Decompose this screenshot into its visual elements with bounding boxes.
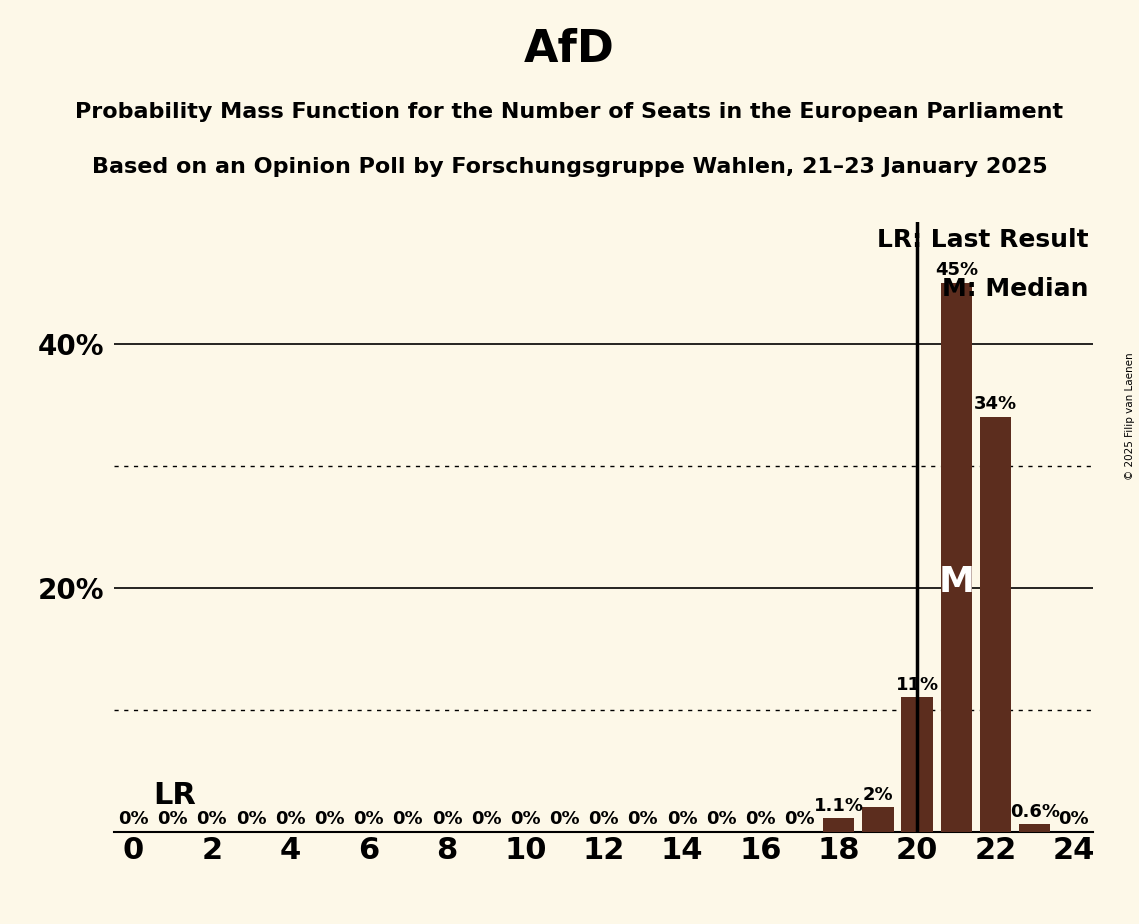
Text: 1.1%: 1.1% [813, 796, 863, 815]
Bar [901, 698, 933, 832]
Text: M: Median: M: Median [942, 276, 1089, 300]
Text: 0%: 0% [589, 810, 618, 828]
Text: 0%: 0% [393, 810, 423, 828]
Text: 0%: 0% [157, 810, 188, 828]
Text: 0%: 0% [432, 810, 462, 828]
Text: 0%: 0% [314, 810, 345, 828]
Bar [941, 283, 972, 832]
Text: 45%: 45% [935, 261, 978, 279]
Text: AfD: AfD [524, 28, 615, 71]
Text: Based on an Opinion Poll by Forschungsgruppe Wahlen, 21–23 January 2025: Based on an Opinion Poll by Forschungsgr… [91, 157, 1048, 177]
Text: 0%: 0% [353, 810, 384, 828]
Bar [980, 417, 1011, 832]
Text: 0%: 0% [1058, 810, 1089, 828]
Text: 0%: 0% [785, 810, 814, 828]
Text: LR: LR [153, 781, 196, 809]
Text: 0%: 0% [197, 810, 227, 828]
Text: 0%: 0% [118, 810, 149, 828]
Text: 34%: 34% [974, 395, 1017, 413]
Text: 2%: 2% [862, 785, 893, 804]
Text: © 2025 Filip van Laenen: © 2025 Filip van Laenen [1125, 352, 1134, 480]
Text: Probability Mass Function for the Number of Seats in the European Parliament: Probability Mass Function for the Number… [75, 102, 1064, 122]
Text: 0%: 0% [236, 810, 267, 828]
Text: 0%: 0% [745, 810, 776, 828]
Text: M: M [939, 565, 974, 599]
Bar [862, 808, 894, 832]
Text: 0%: 0% [274, 810, 305, 828]
Bar [1019, 824, 1050, 832]
Text: LR: Last Result: LR: Last Result [877, 228, 1089, 252]
Text: 0%: 0% [666, 810, 697, 828]
Text: 0%: 0% [549, 810, 580, 828]
Text: 0%: 0% [706, 810, 737, 828]
Text: 11%: 11% [895, 675, 939, 694]
Text: 0%: 0% [470, 810, 501, 828]
Text: 0.6%: 0.6% [1009, 803, 1059, 821]
Bar [823, 818, 854, 832]
Text: 0%: 0% [628, 810, 658, 828]
Text: 0%: 0% [510, 810, 541, 828]
